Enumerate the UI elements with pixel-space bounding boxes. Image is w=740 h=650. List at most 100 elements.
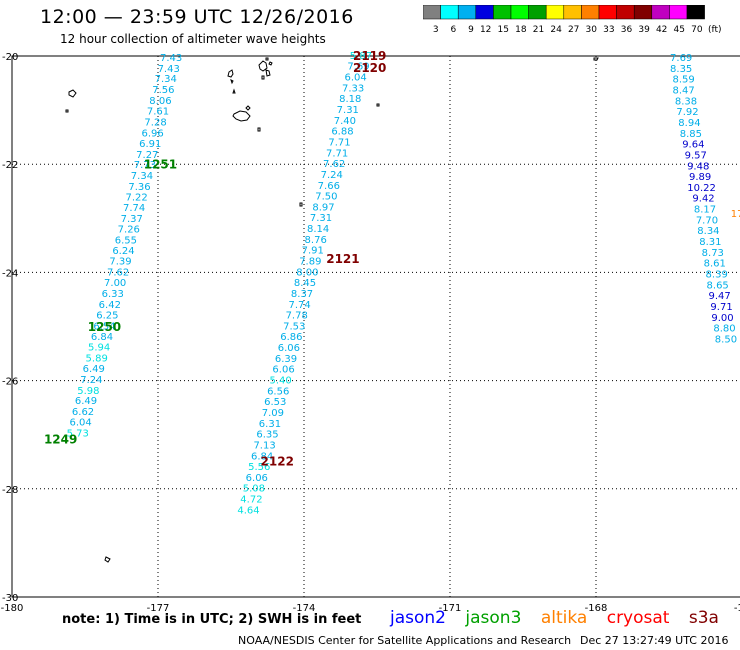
x-tick-label: -168 [585,603,608,612]
colorbar-label: 18 [515,25,527,35]
y-tick-label: -30 [2,593,18,604]
wave-height-value: 7.40 [334,116,356,127]
wave-height-value: 8.06 [149,96,171,107]
wave-height-value: 5.08 [243,484,265,495]
colorbar-label: 24 [550,25,562,35]
wave-height-value: 7.71 [326,148,348,159]
chart-title: 12:00 — 23:59 UTC 12/26/2016 [40,6,354,28]
wave-height-value: 8.97 [312,202,334,213]
legend-altika: altika [540,608,588,628]
pass-number-label: 1250 [88,320,121,334]
island-niue [227,69,236,94]
y-tick-label: -20 [2,52,18,63]
wave-height-value: 7.62 [323,159,345,170]
wave-height-value: 8.37 [291,289,313,300]
wave-height-value: 17 [731,209,740,220]
wave-height-value: 7.24 [321,170,343,181]
island-eua [257,103,380,132]
wave-height-value: 6.62 [72,407,94,418]
wave-height-value: 7.43 [158,64,180,75]
colorbar-label: 15 [498,25,509,35]
wave-height-value: 7.61 [147,107,169,118]
pass-number-label: 1251 [144,158,177,172]
wave-height-value: 6.04 [69,418,91,429]
wave-height-value: 6.04 [344,73,366,84]
x-tick-label: -177 [147,603,170,612]
wave-height-value: 9.64 [682,140,704,151]
wave-height-value: 8.34 [697,226,719,237]
wave-height-value: 7.00 [104,278,126,289]
wave-height-value: 8.73 [702,248,724,259]
wave-height-value: 7.37 [121,214,143,225]
x-tick-label: -180 [1,603,24,612]
wave-height-value: 9.48 [687,161,709,172]
wave-height-value: 8.00 [296,267,318,278]
island-minerva [65,89,77,113]
y-tick-label: -28 [2,485,18,496]
wave-height-value: 8.14 [307,224,329,235]
wave-height-value: 7.74 [288,300,310,311]
wave-height-value: 8.80 [713,324,735,335]
wave-height-value: 6.84 [251,451,273,462]
colorbar-label: 6 [450,25,456,35]
colorbar-label: 45 [674,25,685,35]
wave-height-value: 7.62 [107,267,129,278]
y-axis-ticks: -20 -22 -24 -26 -28 -30 [2,52,18,604]
wave-height-value: 6.24 [112,246,134,257]
wave-height-value: 7.50 [315,192,337,203]
wave-height-value: 6.06 [272,365,294,376]
wave-height-value: 6.54 [93,321,115,332]
wave-height-value: 7.56 [152,85,174,96]
x-tick-label: -16 [734,603,740,612]
wave-height-value: 7.53 [283,321,305,332]
color-scale-legend: 3 6 9 12 15 18 21 24 27 30 33 36 39 42 45 70 (ft) [423,5,722,35]
wave-height-value: 8.94 [678,118,700,129]
credit-text: NOAA/NESDIS Center for Satellite Applica… [238,634,572,647]
altimeter-tracks: 7.437.437.347.568.067.617.286.966.917.27… [67,51,740,516]
track-group: 17 [731,209,740,220]
footer-note: note: 1) Time is in UTC; 2) SWH is in fe… [62,612,362,627]
chart-subtitle: 12 hour collection of altimeter wave hei… [60,32,326,46]
pass-number-label: 2119 [353,49,386,63]
track-group: 7.437.437.347.568.067.617.286.966.917.27… [67,53,183,439]
wave-height-value: 8.45 [294,278,316,289]
colorbar-label: 33 [603,25,614,35]
y-tick-label: -26 [2,377,18,388]
wave-height-value: 6.86 [280,332,302,343]
y-tick-label: -24 [2,268,18,279]
wave-height-value: 4.64 [237,505,259,516]
wave-height-value: 8.18 [339,94,361,105]
wave-height-value: 8.31 [699,237,721,248]
wave-height-value: 7.78 [286,311,308,322]
wave-height-value: 6.53 [264,397,286,408]
x-tick-label: -171 [439,603,462,612]
wave-height-value: 7.31 [310,213,332,224]
wave-height-value: 6.91 [139,139,161,150]
wave-height-value: 7.74 [123,203,145,214]
wave-height-value: 5.89 [86,353,108,364]
wave-height-value: 9.47 [708,291,730,302]
x-tick-label: -174 [293,603,316,612]
legend-cryosat: cryosat [606,608,670,628]
wave-height-value: 6.06 [246,473,268,484]
wave-height-value: 5.40 [270,376,292,387]
island-south [104,57,599,563]
wave-height-value: 7.34 [155,74,177,85]
wave-height-value: 7.91 [302,246,324,257]
colorbar-label: 12 [480,25,491,35]
wave-height-value: 7.43 [160,53,182,64]
wave-height-value: 7.39 [109,256,131,267]
x-axis-ticks: -180 -177 -174 -171 -168 -16 [1,603,740,612]
wave-height-value: 7.22 [125,193,147,204]
wave-height-value: 5.73 [67,429,89,440]
wave-height-value: 8.35 [670,64,692,75]
colorbar-label: 27 [568,25,579,35]
wave-height-value: 9.00 [711,313,733,324]
map-frame [11,55,740,598]
wave-height-value: 8.65 [707,280,729,291]
wave-height-value: 8.38 [675,96,697,107]
wave-height-value: 7.89 [299,256,321,267]
wave-height-value: 6.35 [256,430,278,441]
wave-height-value: 6.49 [75,396,97,407]
